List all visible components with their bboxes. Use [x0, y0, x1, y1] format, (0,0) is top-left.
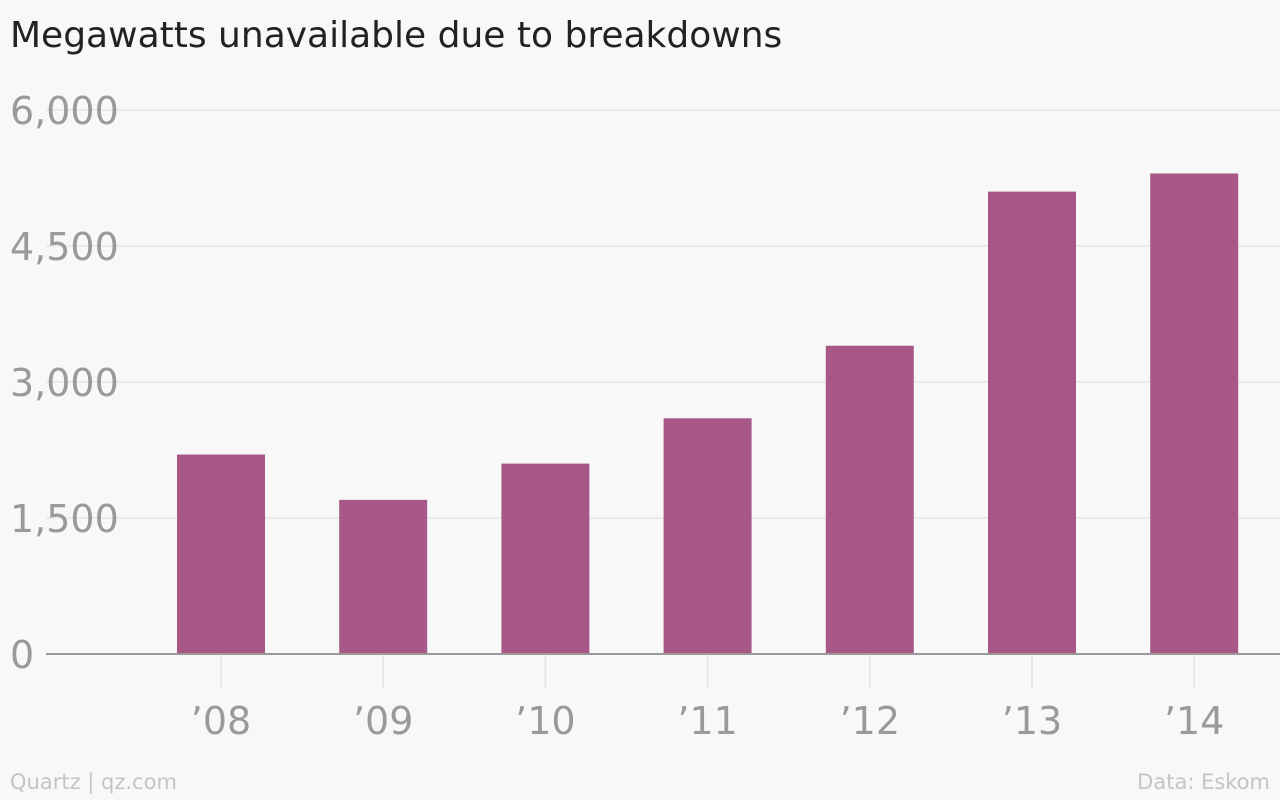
y-tick-label: 6,000 — [10, 89, 119, 133]
x-tick-label: ’13 — [1002, 699, 1062, 743]
bar — [501, 463, 590, 654]
bar — [177, 454, 265, 654]
bar — [663, 418, 752, 654]
x-tick-label: ’14 — [1164, 699, 1224, 743]
bar — [1150, 173, 1239, 654]
bar — [825, 345, 914, 654]
y-tick-label: 0 — [10, 633, 34, 677]
x-tick-label: ’12 — [840, 699, 900, 743]
x-tick-label: ’09 — [353, 699, 413, 743]
x-axis-tick-labels: ’08 ’09 ’10 ’11 ’12 ’13 ’14 — [191, 699, 1225, 743]
bars — [177, 173, 1239, 654]
y-axis-tick-labels: 0 1,500 3,000 4,500 6,000 — [10, 89, 119, 677]
x-tick-label: ’11 — [677, 699, 737, 743]
footer-credit: Quartz | qz.com — [10, 770, 177, 794]
x-tick-label: ’10 — [515, 699, 575, 743]
y-tick-label: 4,500 — [10, 225, 119, 269]
y-tick-label: 1,500 — [10, 497, 119, 541]
bar — [988, 191, 1076, 654]
x-axis — [46, 653, 1280, 688]
footer-source: Data: Eskom — [1137, 770, 1270, 794]
chart-title: Megawatts unavailable due to breakdowns — [10, 15, 783, 56]
y-tick-label: 3,000 — [10, 361, 119, 405]
bar — [339, 499, 428, 654]
x-tick-label: ’08 — [191, 699, 251, 743]
